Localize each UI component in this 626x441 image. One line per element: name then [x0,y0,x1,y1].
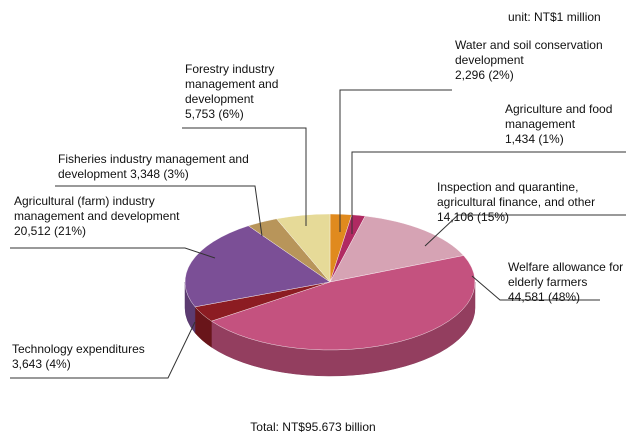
value-label: 5,753 (6%) [185,107,244,121]
slice-label: Forestry industry management and develop… [185,62,300,122]
slice [329,215,464,283]
category-label: Forestry industry management and develop… [185,62,279,106]
category-label: Agriculture and food management [505,102,613,131]
category-label: Fisheries industry management and develo… [58,152,249,181]
leader-line [471,275,600,301]
leader-line [424,214,626,247]
leader-line [182,127,307,226]
value-label: 20,512 (21%) [14,224,87,238]
value-label: 2,296 (2%) [455,68,514,82]
value-label: 3,643 (4%) [12,357,71,371]
slice-label: Technology expenditures 3,643 (4%) [12,342,182,372]
slice-label: Fisheries industry management and develo… [58,152,273,182]
leader-line [10,247,216,259]
slice-label: Agriculture and food management 1,434 (1%… [505,102,620,147]
slice-label: Agricultural (farm) industry management … [14,194,214,239]
category-label: Welfare allowance for elderly farmers [508,260,624,289]
slice-label: Welfare allowance for elderly farmers 44,… [508,260,626,305]
category-label: Technology expenditures [12,342,145,356]
value-label: 1,434 (1%) [505,132,564,146]
total-label: Total: NT$95.673 billion [250,420,376,434]
value-label: 44,581 (48%) [508,290,581,304]
category-label: Agricultural (farm) industry management … [14,194,180,223]
category-label: Water and soil conservation development [455,38,603,67]
value-label: 14,106 (15%) [437,210,510,224]
slice-label: Inspection and quarantine, agricultural … [437,180,626,225]
slice [210,255,476,351]
value-label: 3,348 (3%) [130,167,189,181]
leader-line [339,89,452,232]
slice-label: Water and soil conservation development 2… [455,38,605,83]
category-label: Inspection and quarantine, agricultural … [437,180,596,209]
slice [276,213,331,283]
leader-line [55,185,263,237]
unit-label: unit: NT$1 million [508,10,601,24]
leader-line [10,321,196,379]
slice [184,225,331,308]
leader-line [351,151,626,234]
